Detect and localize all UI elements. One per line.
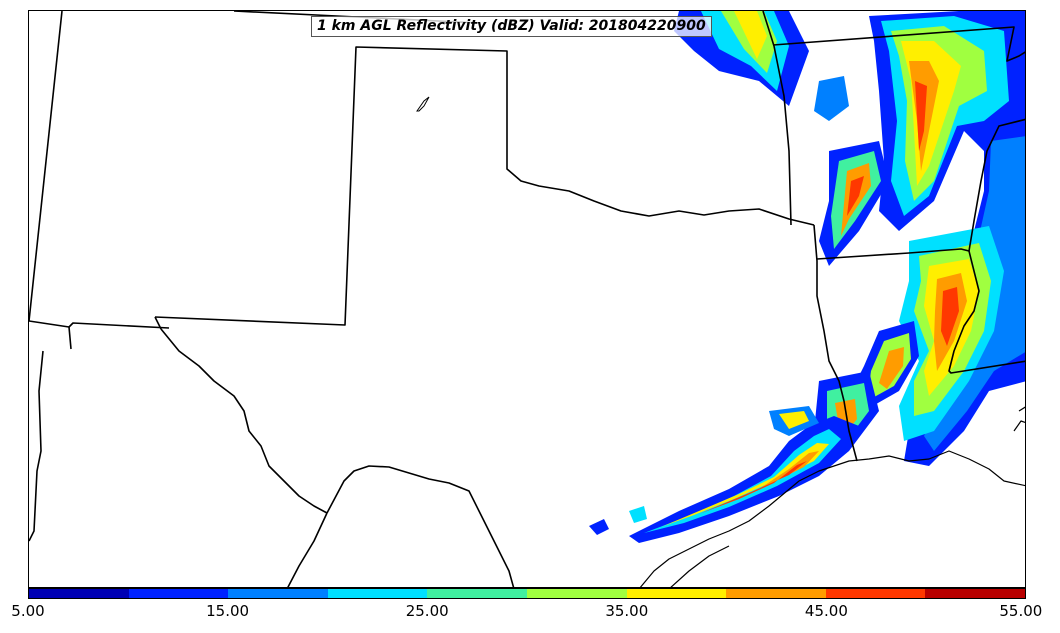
colorbar-segment xyxy=(327,589,428,598)
echo-band-north xyxy=(674,11,1025,266)
colorbar-segment xyxy=(128,589,229,598)
colorbar-segment xyxy=(825,589,926,598)
colorbar xyxy=(28,588,1026,599)
colorbar-segment xyxy=(526,589,627,598)
map-panel: 1 km AGL Reflectivity (dBZ) Valid: 20180… xyxy=(28,10,1026,588)
colorbar-segment xyxy=(228,589,328,598)
colorbar-tick-label: 45.00 xyxy=(804,602,848,620)
colorbar-segment xyxy=(925,589,1025,598)
colorbar-tick-label: 35.00 xyxy=(605,602,649,620)
state-boundaries xyxy=(29,11,1025,587)
reflectivity-map xyxy=(29,11,1025,587)
colorbar-segment xyxy=(29,589,129,598)
echo-band-coast xyxy=(589,406,859,543)
colorbar-tick-label: 55.00 xyxy=(999,602,1043,620)
colorbar-segment xyxy=(427,589,527,598)
colorbar-tick-label: 15.00 xyxy=(206,602,250,620)
echo-band-east xyxy=(814,111,1025,466)
colorbar-segment xyxy=(726,589,826,598)
colorbar-tick-label: 25.00 xyxy=(405,602,449,620)
lake-outline xyxy=(416,96,430,112)
coastline xyxy=(639,406,1025,587)
map-title: 1 km AGL Reflectivity (dBZ) Valid: 20180… xyxy=(311,16,712,37)
colorbar-tick-label: 5.00 xyxy=(11,602,45,620)
colorbar-segment xyxy=(626,589,727,598)
